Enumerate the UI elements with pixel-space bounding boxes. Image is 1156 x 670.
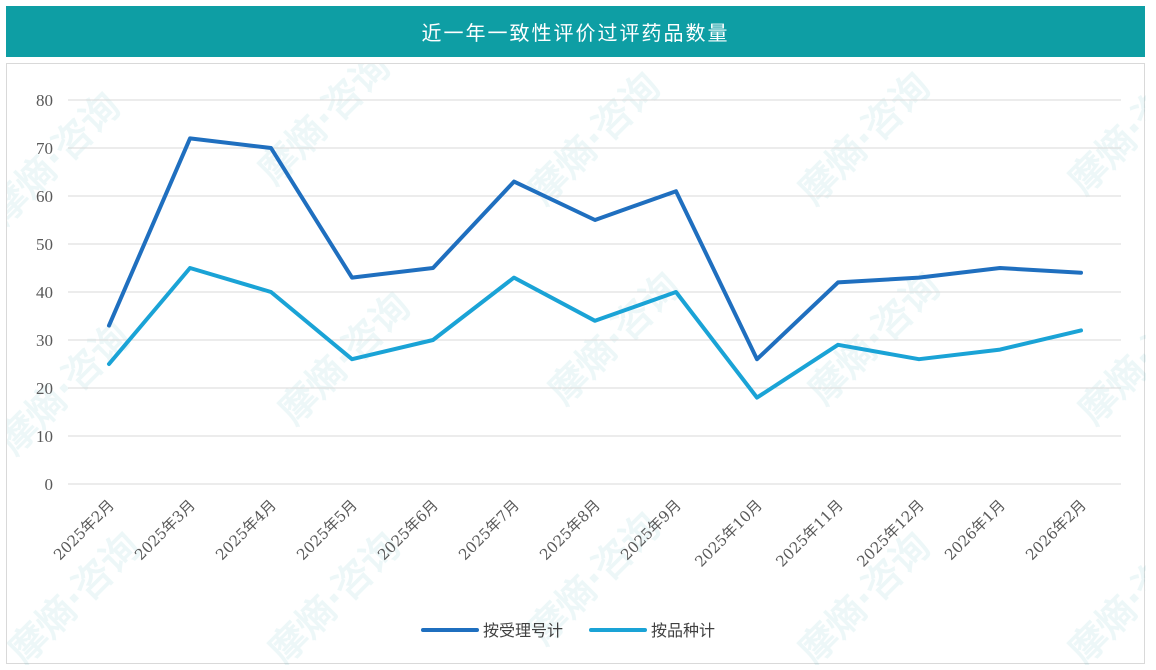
legend-label-1: 按受理号计 xyxy=(483,621,563,640)
x-tick-label: 2025年10月 xyxy=(691,496,765,570)
watermark-text: 摩熵·咨询 xyxy=(270,284,419,433)
watermark-text: 摩熵·咨询 xyxy=(1060,524,1146,665)
legend: 按受理号计 按品种计 xyxy=(421,621,715,640)
watermark-text: 摩熵·咨询 xyxy=(790,524,939,665)
x-tick-label: 2025年4月 xyxy=(212,496,280,564)
y-tick-label: 50 xyxy=(36,235,53,254)
chart-title: 近一年一致性评价过评药品数量 xyxy=(6,6,1145,57)
grid-lines xyxy=(68,99,1121,485)
watermark-text: 摩熵·咨询 xyxy=(7,84,129,233)
x-tick-label: 2025年6月 xyxy=(374,496,442,564)
legend-label-2: 按品种计 xyxy=(651,621,715,640)
watermark-text: 摩熵·咨询 xyxy=(250,64,399,193)
x-tick-label: 2026年1月 xyxy=(941,496,1009,564)
y-tick-label: 80 xyxy=(36,91,53,110)
x-tick-label: 2025年7月 xyxy=(455,496,523,564)
x-tick-label: 2025年11月 xyxy=(772,496,846,570)
watermark-text: 摩熵·咨询 xyxy=(1060,64,1146,203)
y-tick-label: 40 xyxy=(36,283,53,302)
series-lines xyxy=(107,136,1083,400)
x-tick-label: 2025年3月 xyxy=(131,496,199,564)
watermark-text: 摩熵·咨询 xyxy=(1070,284,1146,433)
y-axis-ticks: 0 10 20 30 40 50 60 70 80 xyxy=(36,91,53,494)
y-tick-label: 70 xyxy=(36,139,53,158)
watermark-text: 摩熵·咨询 xyxy=(800,264,949,413)
y-tick-label: 30 xyxy=(36,331,53,350)
y-tick-label: 0 xyxy=(45,475,54,494)
chart-frame: 摩熵·咨询 摩熵·咨询 摩熵·咨询 摩熵·咨询 摩熵·咨询 摩熵·咨询 摩熵·咨询 摩熵·咨询… xyxy=(6,63,1146,665)
y-tick-label: 60 xyxy=(36,187,53,206)
x-tick-label: 2026年2月 xyxy=(1022,496,1090,564)
watermark-text: 摩熵·咨询 xyxy=(520,64,669,213)
y-tick-label: 20 xyxy=(36,379,53,398)
watermark-text: 摩熵·咨询 xyxy=(540,264,689,413)
watermark-text: 摩熵·咨询 xyxy=(790,64,939,213)
y-tick-label: 10 xyxy=(36,427,53,446)
